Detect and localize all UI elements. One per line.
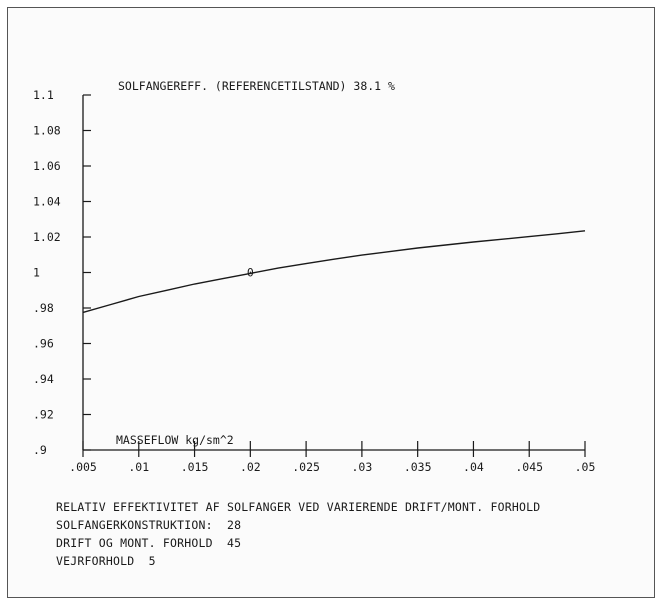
x-tick-label: .035 (404, 460, 432, 474)
y-tick-label: .94 (33, 372, 54, 386)
y-tick-label: .92 (33, 408, 54, 422)
x-tick-label: .03 (351, 460, 372, 474)
chart-frame (7, 7, 655, 598)
y-tick-label: 1.1 (33, 88, 54, 102)
x-tick-label: .01 (128, 460, 149, 474)
series-line (82, 230, 586, 314)
chart-title: SOLFANGEREFF. (REFERENCETILSTAND) 38.1 % (118, 79, 395, 93)
x-tick-label: .005 (69, 460, 97, 474)
y-tick-label: 1.06 (33, 159, 61, 173)
caption-construction: SOLFANGERKONSTRUKTION: 28 (56, 518, 242, 532)
caption-weather: VEJRFORHOLD 5 (56, 554, 156, 568)
x-tick-label: .04 (463, 460, 484, 474)
y-tick-label: 1.08 (33, 124, 61, 138)
y-tick-label: .98 (33, 301, 54, 315)
x-tick-label: .045 (515, 460, 543, 474)
axes (82, 95, 585, 451)
x-tick-label: .015 (181, 460, 209, 474)
y-tick-label: .9 (33, 443, 47, 457)
y-axis-ticks: .9 .92 .94 .96 .98 1 1.02 1.04 1.06 1.08 1.1 (33, 88, 91, 457)
y-tick-label: 1 (33, 266, 40, 280)
caption-description: RELATIV EFFEKTIVITET AF SOLFANGER VED VA… (56, 500, 541, 514)
x-tick-label: .025 (292, 460, 320, 474)
reference-point-marker: 0 (247, 266, 254, 280)
x-tick-label: .02 (240, 460, 261, 474)
y-tick-label: .96 (33, 337, 54, 351)
x-tick-label: .05 (575, 460, 596, 474)
caption-operating-conditions: DRIFT OG MONT. FORHOLD 45 (56, 536, 242, 550)
x-axis-label: MASSEFLOW kg/sm^2 (116, 433, 234, 447)
y-tick-label: 1.02 (33, 230, 61, 244)
x-axis-ticks: .005 .01 .015 .02 .025 .03 .035 .04 .045 .05 (69, 441, 595, 474)
y-tick-label: 1.04 (33, 195, 61, 209)
